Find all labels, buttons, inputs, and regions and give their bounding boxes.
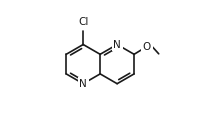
Text: Cl: Cl <box>78 17 88 27</box>
Text: N: N <box>113 39 121 50</box>
Text: O: O <box>143 42 151 52</box>
Text: N: N <box>79 79 87 89</box>
